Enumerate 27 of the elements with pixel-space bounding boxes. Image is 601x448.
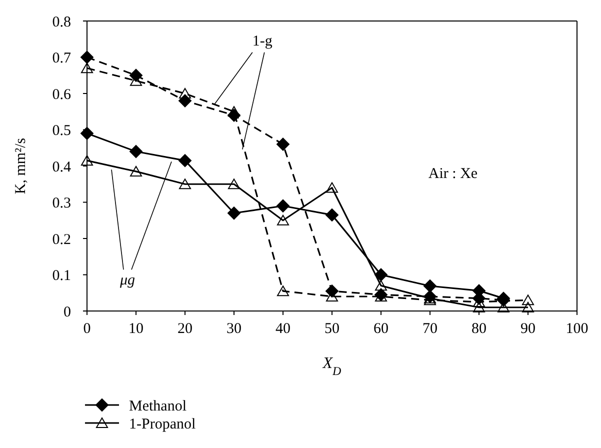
annotation: μg (118, 272, 136, 289)
y-tick-label: 0.6 (52, 86, 72, 103)
x-tick-label: 60 (374, 321, 388, 337)
legend-label: Methanol (129, 398, 186, 414)
y-tick-label: 0.2 (52, 232, 71, 248)
y-tick-label: 0.4 (52, 159, 72, 176)
y-tick-label: 0.7 (52, 50, 72, 66)
x-tick-label: 30 (226, 321, 242, 337)
x-tick-label: 70 (422, 321, 438, 337)
y-tick-label: 0.8 (52, 14, 71, 30)
annotation: 1-g (252, 33, 273, 50)
y-tick-label: 0.5 (52, 123, 71, 139)
y-tick-label: 0.1 (52, 268, 71, 284)
y-axis-title: K, mm²/s (13, 138, 29, 194)
x-tick-label: 80 (472, 321, 486, 337)
x-tick-label: 20 (178, 321, 192, 337)
x-tick-label: 100 (566, 321, 588, 337)
y-tick-label: 0 (64, 304, 71, 320)
x-tick-label: 10 (128, 321, 144, 337)
x-tick-label: 40 (276, 321, 290, 337)
legend-label: 1-Propanol (129, 416, 196, 432)
x-tick-label: 50 (324, 321, 340, 337)
y-tick-label: 0.3 (52, 196, 71, 212)
x-tick-label: 90 (520, 321, 536, 337)
annotation: Air : Xe (428, 166, 478, 182)
x-axis-title: X$_{D}$ (322, 355, 342, 378)
x-tick-label: 0 (83, 321, 91, 337)
